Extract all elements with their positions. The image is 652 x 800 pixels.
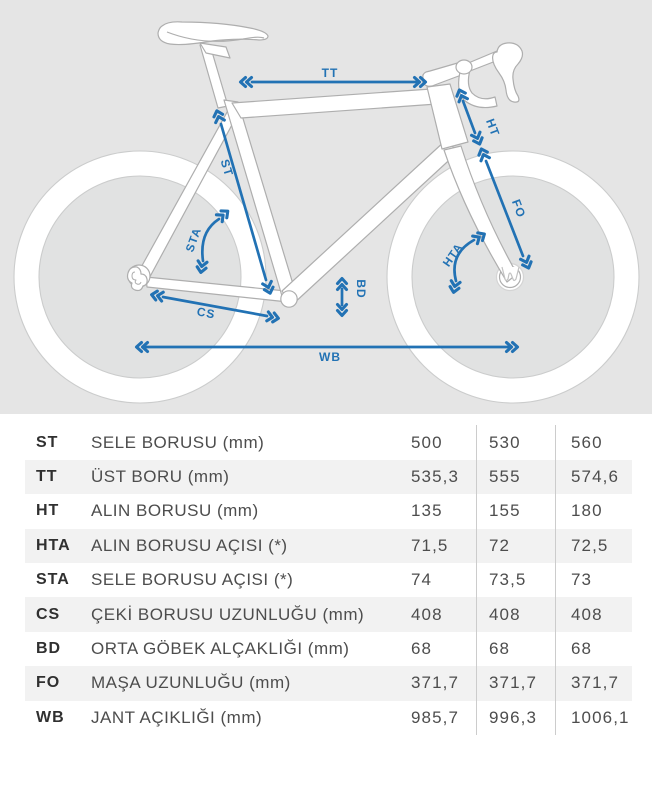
- svg-text:FO: FO: [509, 197, 529, 219]
- svg-text:ST: ST: [218, 158, 236, 179]
- svg-text:WB: WB: [319, 350, 341, 364]
- svg-text:HT: HT: [483, 117, 502, 139]
- svg-text:TT: TT: [322, 66, 339, 80]
- svg-text:BD: BD: [354, 279, 368, 298]
- svg-text:CS: CS: [196, 304, 217, 321]
